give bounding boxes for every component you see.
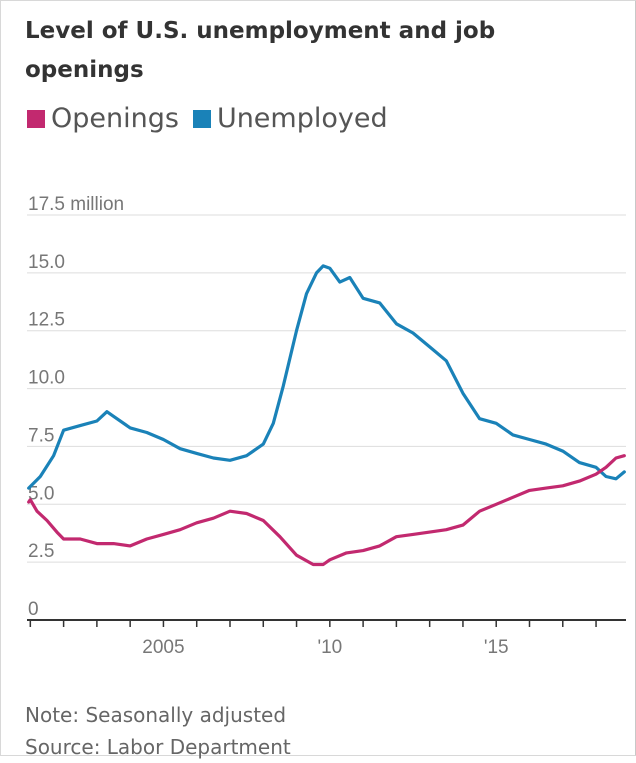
series-line-unemployed [27, 264, 626, 490]
y-tick-label: 7.5 [28, 425, 54, 446]
chart-notes: Note: Seasonally adjusted Source: Labor … [25, 699, 291, 763]
y-tick-label: 17.5 million [28, 194, 124, 215]
y-tick-label: 0 [28, 599, 39, 620]
line-chart: 0 2.5 5.0 7.5 10.0 12.5 15.0 17.5 million 2005 '1… [27, 194, 626, 658]
y-tick-label: 10.0 [28, 368, 65, 389]
y-tick-label: 2.5 [28, 541, 54, 562]
unemployed-swatch [192, 109, 211, 128]
chart-legend: Openings Unemployed [27, 103, 402, 134]
series-line-openings [27, 454, 626, 567]
chart-title: Level of U.S. unemployment and job openi… [25, 18, 496, 83]
source-text: Source: Labor Department [25, 735, 291, 759]
x-tick-label: '10 [317, 637, 342, 658]
y-tick-label: 12.5 [28, 310, 65, 331]
y-tick-label: 5.0 [28, 483, 54, 504]
x-tick-label: '15 [484, 637, 509, 658]
legend-label-unemployed: Unemployed [216, 103, 388, 134]
y-tick-label: 15.0 [28, 252, 65, 273]
legend-item-unemployed: Unemployed [192, 103, 388, 134]
openings-swatch [27, 109, 45, 128]
legend-label-openings: Openings [51, 103, 179, 134]
legend-item-openings: Openings [27, 103, 179, 134]
x-tick-label: 2005 [142, 637, 184, 658]
note-text: Note: Seasonally adjusted [25, 703, 287, 727]
